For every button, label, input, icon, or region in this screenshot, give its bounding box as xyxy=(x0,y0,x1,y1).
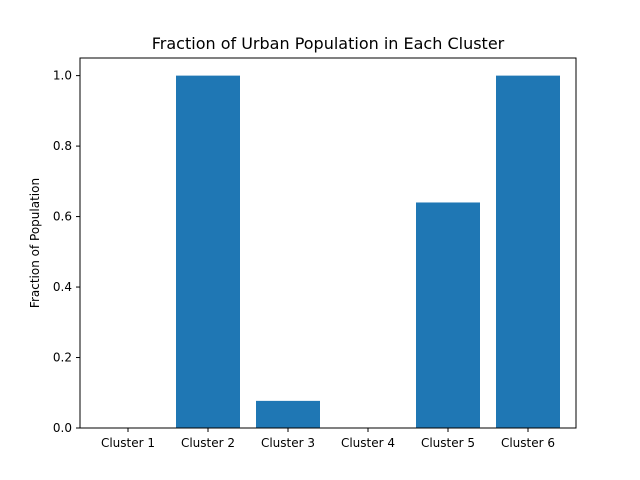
y-tick-label: 0.6 xyxy=(53,210,72,224)
bar-2 xyxy=(176,75,240,428)
y-ticks-group: 0.0 0.2 0.4 0.6 0.8 1.0 xyxy=(53,69,80,435)
plot-frame xyxy=(79,57,577,429)
x-tick-label: Cluster 5 xyxy=(421,436,475,450)
y-tick-label: 0.8 xyxy=(53,139,72,153)
x-tick-label: Cluster 2 xyxy=(181,436,235,450)
y-tick-label: 0.0 xyxy=(53,421,72,435)
chart-title: Fraction of Urban Population in Each Clu… xyxy=(152,34,505,53)
bar-3 xyxy=(256,400,320,428)
y-tick-label: 0.2 xyxy=(53,351,72,365)
y-axis-label: Fraction of Population xyxy=(28,178,42,308)
x-tick-label: Cluster 1 xyxy=(101,436,155,450)
x-tick-label: Cluster 6 xyxy=(501,436,555,450)
bars-group xyxy=(176,75,560,428)
bar-6 xyxy=(496,75,560,428)
y-tick-label: 0.4 xyxy=(53,280,72,294)
x-ticks-group: Cluster 1 Cluster 2 Cluster 3 Cluster 4 Clus… xyxy=(101,428,555,450)
y-tick-label: 1.0 xyxy=(53,69,72,83)
bar-5 xyxy=(416,202,480,428)
x-tick-label: Cluster 3 xyxy=(261,436,315,450)
x-tick-label: Cluster 4 xyxy=(341,436,395,450)
